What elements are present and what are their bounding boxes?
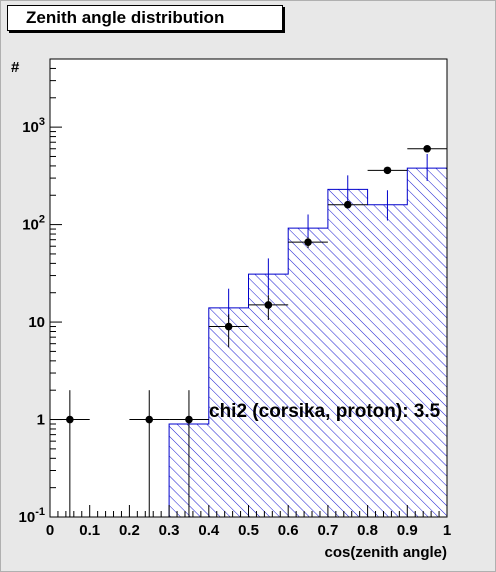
- x-tick-label: 0.6: [278, 522, 299, 539]
- x-tick-label: 1: [443, 522, 451, 539]
- y-axis-label: #: [11, 59, 20, 76]
- histogram-bar: [288, 228, 328, 517]
- chi2-annotation: chi2 (corsika, proton): 3.5: [209, 401, 441, 422]
- y-tick-label: 10-1: [19, 506, 45, 526]
- data-point: [304, 238, 312, 246]
- x-tick-label: 0.2: [119, 522, 140, 539]
- x-axis-label: cos(zenith angle): [324, 544, 447, 561]
- data-point: [145, 415, 154, 424]
- data-point: [185, 415, 193, 424]
- data-point: [66, 415, 74, 424]
- chart-title: Zenith angle distribution: [7, 5, 283, 31]
- data-point: [383, 166, 392, 175]
- x-tick-label: 0.4: [198, 522, 220, 539]
- y-tick-label: 1: [37, 412, 45, 429]
- y-tick-label: 103: [22, 116, 45, 136]
- data-point: [343, 200, 352, 209]
- histogram-bar: [327, 189, 368, 517]
- x-tick-label: 0.3: [159, 522, 180, 539]
- data-point: [224, 322, 233, 331]
- x-tick-label: 0: [46, 522, 54, 539]
- data-point: [264, 301, 273, 309]
- y-tick-label: 102: [22, 214, 45, 234]
- histogram-bar: [407, 168, 447, 517]
- x-tick-label: 0.5: [238, 522, 259, 539]
- x-tick-label: 0.1: [79, 522, 100, 539]
- x-tick-label: 0.9: [397, 522, 418, 539]
- x-tick-label: 0.7: [317, 522, 338, 539]
- x-tick-label: 0.8: [357, 522, 378, 539]
- histogram-bar: [367, 204, 408, 517]
- y-tick-label: 10: [28, 314, 45, 331]
- data-point: [423, 144, 431, 153]
